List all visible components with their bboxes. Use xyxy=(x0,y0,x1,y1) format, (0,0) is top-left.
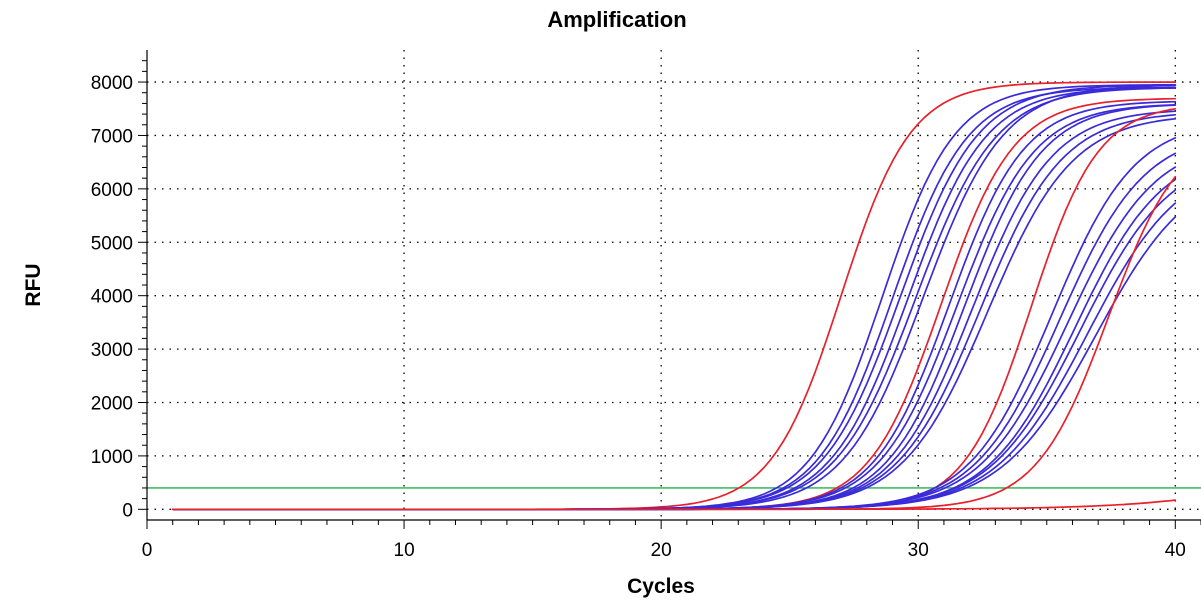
axes xyxy=(138,50,1201,529)
amplification-curve-18 xyxy=(171,166,1177,511)
y-tick-label: 4000 xyxy=(91,287,133,308)
y-tick-label: 0 xyxy=(122,500,133,521)
y-tick-label: 2000 xyxy=(91,394,133,415)
amplification-curve-10 xyxy=(171,103,1177,511)
y-tick-label: 1000 xyxy=(91,447,133,468)
x-tick-label: 30 xyxy=(908,540,929,561)
amplification-curve-11 xyxy=(171,104,1177,511)
amplification-curve-21 xyxy=(171,202,1177,511)
amplification-curve-24 xyxy=(171,499,1177,511)
amplification-curve-22 xyxy=(171,216,1177,511)
y-tick-label: 7000 xyxy=(91,126,133,147)
x-tick-label: 10 xyxy=(394,540,415,561)
x-tick-label: 0 xyxy=(142,540,153,561)
series-layer xyxy=(171,81,1177,511)
tick-labels: 0 1000 2000 3000 4000 5000 6000 7000 8000 0 10 20 30… xyxy=(91,73,1186,561)
x-tick-label: 40 xyxy=(1165,540,1186,561)
amplification-curve-15 xyxy=(171,107,1177,511)
y-tick-label: 3000 xyxy=(91,340,133,361)
y-axis-label: RFU xyxy=(22,263,45,306)
amplification-curve-8 xyxy=(171,97,1177,511)
y-tick-label: 5000 xyxy=(91,233,133,254)
amplification-curve-12 xyxy=(171,110,1177,511)
x-tick-label: 20 xyxy=(651,540,672,561)
y-tick-label: 8000 xyxy=(91,73,133,94)
x-axis-label: Cycles xyxy=(627,575,695,598)
amplification-curve-14 xyxy=(171,117,1177,511)
chart-title: Amplification xyxy=(547,7,686,32)
amplification-curve-23 xyxy=(171,175,1177,511)
y-tick-label: 6000 xyxy=(91,180,133,201)
